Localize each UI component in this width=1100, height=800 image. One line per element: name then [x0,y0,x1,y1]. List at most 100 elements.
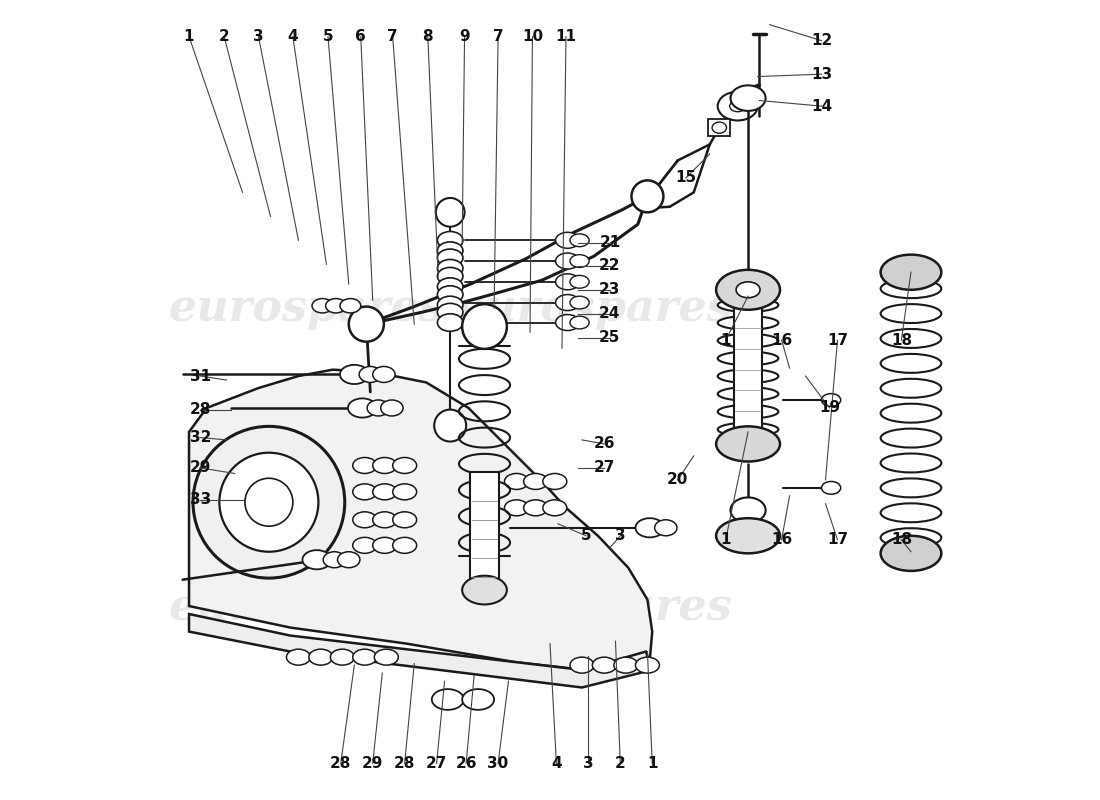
Ellipse shape [373,538,397,554]
Text: eurospares: eurospares [168,286,444,330]
Text: 13: 13 [811,66,832,82]
Ellipse shape [570,316,590,329]
Ellipse shape [542,500,566,516]
Text: 30: 30 [487,756,508,771]
Ellipse shape [438,259,463,277]
Ellipse shape [505,500,528,516]
Ellipse shape [636,518,664,538]
Text: eurospares: eurospares [168,586,444,629]
Text: 5: 5 [581,528,592,543]
Text: 3: 3 [615,528,626,543]
Text: 22: 22 [600,258,620,274]
Text: 31: 31 [189,369,211,383]
Text: 27: 27 [426,756,448,771]
Ellipse shape [192,426,344,578]
Ellipse shape [505,474,528,490]
Text: 23: 23 [600,282,620,298]
Text: 16: 16 [771,333,792,348]
Text: 29: 29 [189,460,211,475]
Ellipse shape [542,474,566,490]
Ellipse shape [556,314,580,330]
Ellipse shape [312,298,333,313]
Ellipse shape [323,552,345,568]
Text: 17: 17 [827,333,848,348]
Ellipse shape [309,649,333,665]
Ellipse shape [712,122,726,134]
Text: 3: 3 [253,29,264,44]
Ellipse shape [353,649,376,665]
Text: 2: 2 [219,29,230,44]
Text: 20: 20 [667,472,689,487]
Ellipse shape [822,482,840,494]
Ellipse shape [438,303,463,321]
Text: 26: 26 [594,437,615,451]
Ellipse shape [556,294,580,310]
Text: eurospares: eurospares [456,286,732,330]
Polygon shape [189,370,652,671]
Ellipse shape [393,512,417,528]
Ellipse shape [438,286,463,303]
Ellipse shape [716,518,780,554]
Ellipse shape [614,657,638,673]
Ellipse shape [393,458,417,474]
Ellipse shape [367,400,389,416]
Ellipse shape [393,538,417,554]
Ellipse shape [729,101,746,112]
Ellipse shape [438,314,463,331]
Text: 9: 9 [459,29,470,44]
Text: 28: 28 [189,402,211,417]
Ellipse shape [736,282,760,298]
Ellipse shape [570,275,590,288]
Text: 2: 2 [615,756,626,771]
Ellipse shape [730,86,766,111]
Ellipse shape [881,536,942,571]
Text: 12: 12 [811,33,833,48]
Ellipse shape [434,410,466,442]
Bar [708,119,730,137]
Text: 7: 7 [387,29,398,44]
Text: 1: 1 [720,333,730,348]
Ellipse shape [717,92,758,121]
Text: 4: 4 [287,29,298,44]
Text: 6: 6 [355,29,366,44]
Ellipse shape [570,234,590,246]
Ellipse shape [353,538,376,554]
Ellipse shape [438,267,463,285]
Text: 1: 1 [720,532,730,547]
Text: 32: 32 [189,430,211,445]
Ellipse shape [438,296,463,314]
Ellipse shape [373,512,397,528]
Ellipse shape [570,657,594,673]
Ellipse shape [730,498,766,523]
Text: 28: 28 [394,756,416,771]
Text: 33: 33 [189,492,211,507]
Text: 16: 16 [771,532,792,547]
Bar [470,472,499,584]
Text: 17: 17 [827,532,848,547]
Ellipse shape [716,426,780,462]
Text: 11: 11 [556,29,576,44]
Bar [734,296,762,438]
Ellipse shape [330,649,354,665]
Ellipse shape [438,242,463,259]
Text: 21: 21 [600,235,620,250]
Text: 10: 10 [521,29,543,44]
Ellipse shape [338,552,360,568]
Ellipse shape [592,657,616,673]
Ellipse shape [438,231,463,249]
Ellipse shape [716,270,780,310]
Text: eurospares: eurospares [456,586,732,629]
Text: 18: 18 [891,333,912,348]
Ellipse shape [349,306,384,342]
Ellipse shape [373,458,397,474]
Text: 25: 25 [600,330,620,346]
Ellipse shape [302,550,331,570]
Ellipse shape [359,366,382,382]
Ellipse shape [326,298,346,313]
Ellipse shape [636,657,659,673]
Ellipse shape [219,453,318,552]
Ellipse shape [340,365,368,384]
Text: 26: 26 [455,756,477,771]
Ellipse shape [556,232,580,248]
Ellipse shape [654,520,676,536]
